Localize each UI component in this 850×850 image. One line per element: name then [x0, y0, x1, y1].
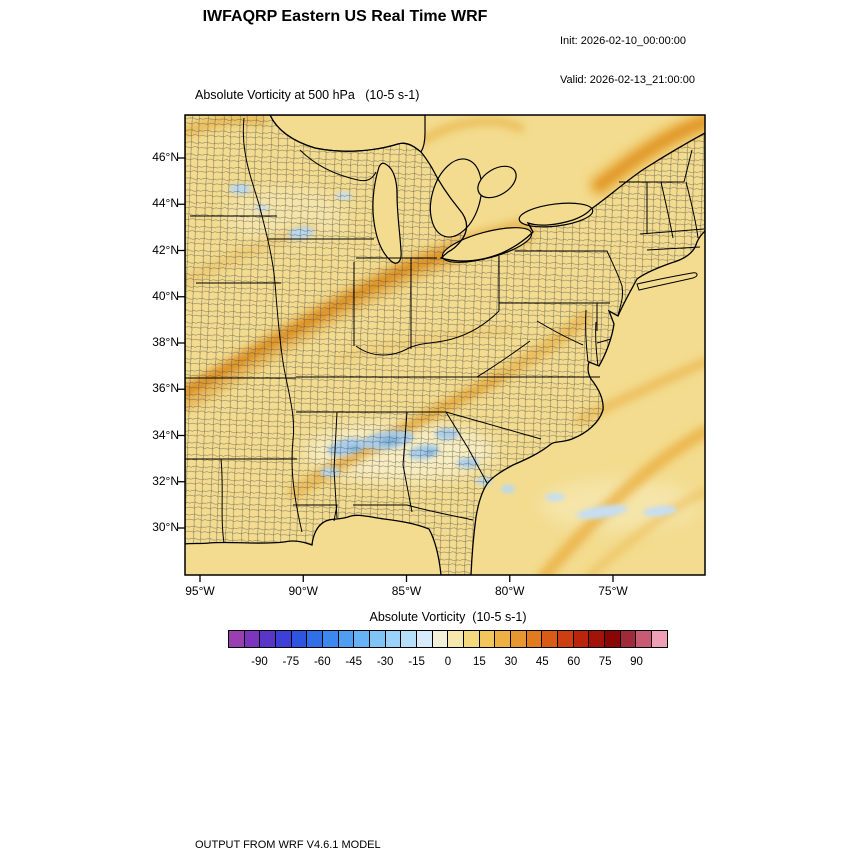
lat-tick-label: 38°N: [152, 335, 179, 349]
lat-tick-label: 30°N: [152, 520, 179, 534]
colorbar-tick-label: -30: [376, 656, 394, 668]
colorbar-segment: [323, 631, 339, 647]
colorbar-segment: [370, 631, 386, 647]
colorbar-segment: [417, 631, 433, 647]
colorbar-segment: [448, 631, 465, 647]
colorbar-segment: [542, 631, 559, 647]
colorbar-title: Absolute Vorticity (10-5 s-1): [369, 610, 527, 624]
colorbar-segment: [291, 631, 308, 647]
run-info: Init: 2026-02-10_00:00:00 Valid: 2026-02…: [560, 9, 695, 113]
colorbar-segment: [573, 631, 590, 647]
lat-tick-label: 46°N: [152, 150, 179, 164]
lake-huron: [429, 158, 483, 238]
lake-michigan: [372, 162, 402, 264]
lat-tick-label: 40°N: [152, 288, 179, 303]
colorbar-tick-label: -75: [282, 656, 300, 668]
colorbar-tick-label: 15: [473, 656, 486, 668]
colorbar: [228, 630, 668, 648]
colorbar-segment: [620, 631, 637, 647]
colorbar-segment: [307, 631, 324, 647]
lat-tick-label: 36°N: [152, 381, 179, 396]
colorbar-tick-label: -60: [313, 656, 331, 668]
colorbar-segment: [605, 631, 621, 647]
valid-time-label: Valid: 2026-02-13_21:00:00: [560, 74, 695, 86]
lon-tick-label: 75°W: [598, 584, 628, 598]
colorbar-tick-label: 45: [535, 656, 549, 668]
colorbar-segment: [479, 631, 496, 647]
colorbar-segment: [244, 631, 261, 647]
vorticity-map: [178, 114, 706, 582]
page-title: IWFAQRP Eastern US Real Time WRF: [202, 8, 488, 25]
state-borders: [185, 117, 705, 544]
colorbar-tick-label: 90: [630, 656, 643, 668]
georgian-bay: [477, 165, 517, 199]
great-lakes: [269, 115, 698, 291]
colorbar-segment: [276, 631, 292, 647]
colorbar-segment: [354, 631, 371, 647]
colorbar-segment: [526, 631, 543, 647]
colorbar-segment: [464, 631, 480, 647]
colorbar-segment: [495, 631, 512, 647]
lon-tick-label: 95°W: [185, 584, 215, 598]
axis-ticks: [178, 157, 614, 582]
colorbar-tick-label: -90: [251, 656, 268, 668]
lon-tick-label: 85°W: [391, 584, 422, 598]
colorbar-segment: [652, 631, 667, 647]
colorbar-tick-label: 60: [567, 656, 581, 668]
colorbar-tick-label: -15: [408, 656, 425, 668]
colorbar-segment: [432, 631, 449, 647]
colorbar-segment: [558, 631, 574, 647]
colorbar-segment: [260, 631, 277, 647]
lon-tick-label: 90°W: [288, 584, 318, 598]
colorbar-tick-labels: -90 -75 -60 -45 -30 -15 0 15 30 45 60 75 90: [228, 656, 668, 672]
colorbar-segment: [511, 631, 527, 647]
colorbar-segment: [229, 631, 245, 647]
colorbar-tick-label: 30: [504, 656, 518, 668]
footer-model-line: OUTPUT FROM WRF V4.6.1 MODEL: [195, 839, 381, 850]
lat-tick-label: 44°N: [152, 196, 179, 211]
lat-tick-label: 42°N: [152, 242, 179, 257]
long-island: [636, 272, 698, 291]
lon-tick-label: 80°W: [495, 584, 525, 598]
map-frame: [184, 114, 706, 576]
colorbar-segment: [385, 631, 402, 647]
init-time-label: Init: 2026-02-10_00:00:00: [560, 35, 686, 47]
lat-tick-label: 32°N: [152, 473, 179, 488]
map-subtitle: Absolute Vorticity at 500 hPa (10-5 s-1): [195, 88, 420, 102]
colorbar-tick-label: 0: [444, 656, 452, 668]
colorbar-tick-label: -45: [345, 656, 363, 668]
colorbar-segment: [636, 631, 653, 647]
colorbar-segment: [589, 631, 606, 647]
colorbar-segment: [401, 631, 418, 647]
map-field: [185, 115, 705, 575]
colorbar-tick-label: 75: [598, 656, 612, 668]
footer-info: OUTPUT FROM WRF V4.6.1 MODEL WE = 310 ; …: [195, 810, 628, 850]
lake-ontario: [518, 202, 594, 228]
us-land-counties: [185, 115, 705, 575]
lat-tick-label: 34°N: [152, 427, 179, 442]
colorbar-segment: [338, 631, 355, 647]
